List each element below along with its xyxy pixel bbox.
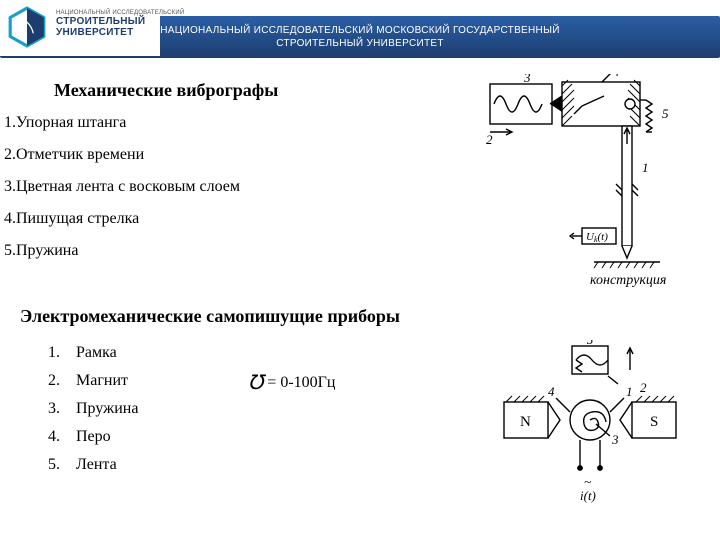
d1-label-5: 5 — [662, 106, 669, 121]
list-item: 4.Перо — [48, 428, 138, 446]
d1-label-1: 1 — [642, 160, 649, 175]
frequency-formula: ℧= 0-100Гц — [248, 368, 335, 393]
logo-text: НАЦИОНАЛЬНЫЙ ИССЛЕДОВАТЕЛЬСКИЙ СТРОИТЕЛЬ… — [56, 10, 184, 38]
d1-label-4: 4 — [613, 74, 620, 79]
list-item: 5.Лента — [48, 456, 138, 474]
d2-label-3: 3 — [611, 432, 619, 447]
section1-list: 1.Упорная штанга 2.Отметчик времени 3.Цв… — [4, 114, 240, 274]
section2-list: 1.Рамка 2.Магнит 3.Пружина 4.Перо 5.Лент… — [48, 344, 138, 484]
d2-label-5: 5 — [587, 340, 594, 347]
d2-current: i(t) — [580, 488, 596, 503]
list-item: 5.Пружина — [4, 242, 240, 260]
section1-title: Механические вибрографы — [54, 80, 278, 101]
d2-N: N — [520, 414, 531, 430]
d2-tilde: ~ — [584, 474, 591, 489]
logo: НАЦИОНАЛЬНЫЙ ИССЛЕДОВАТЕЛЬСКИЙ СТРОИТЕЛЬ… — [0, 0, 190, 70]
logo-hex-icon — [6, 6, 48, 48]
d2-S: S — [650, 414, 658, 430]
banner-line1: НАЦИОНАЛЬНЫЙ ИССЛЕДОВАТЕЛЬСКИЙ МОСКОВСКИ… — [160, 24, 559, 37]
d1-label-3: 3 — [523, 74, 531, 85]
diagram-recorder: N S 5 1 2 3 4 ~ i(t) — [498, 340, 688, 514]
list-item: 1.Рамка — [48, 344, 138, 362]
d2-label-2: 2 — [640, 380, 647, 395]
banner-line2: СТРОИТЕЛЬНЫЙ УНИВЕРСИТЕТ — [160, 37, 559, 50]
list-item: 1.Упорная штанга — [4, 114, 240, 132]
d1-caption: конструкция — [590, 273, 666, 288]
list-item: 3.Пружина — [48, 400, 138, 418]
list-item: 2.Магнит — [48, 372, 138, 390]
d1-uk: Uk(t) — [586, 231, 608, 244]
list-item: 3.Цветная лента с восковым слоем — [4, 178, 240, 196]
d2-label-4: 4 — [548, 384, 555, 399]
nu-symbol: ℧ — [248, 372, 263, 394]
content: Механические вибрографы 1.Упорная штанга… — [0, 76, 720, 540]
diagram-vibrograph: 3 4 5 1 2 Uk(t) конструкция — [482, 74, 702, 294]
header: НАЦИОНАЛЬНЫЙ ИССЛЕДОВАТЕЛЬСКИЙ МОСКОВСКИ… — [0, 0, 720, 70]
d2-label-1: 1 — [626, 384, 633, 399]
section2-title: Электромеханические самопишущие приборы — [20, 306, 400, 327]
list-item: 4.Пишущая стрелка — [4, 210, 240, 228]
d1-label-2: 2 — [486, 132, 493, 147]
list-item: 2.Отметчик времени — [4, 146, 240, 164]
